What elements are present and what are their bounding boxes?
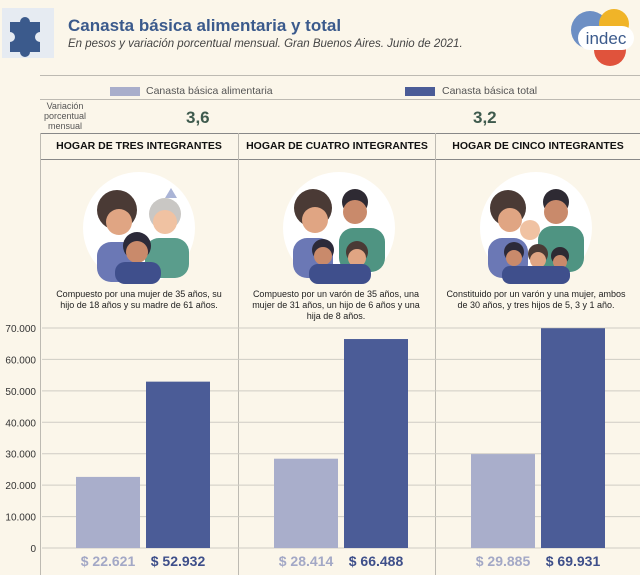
legend-swatch-total [405,87,435,96]
family-five-illustration [480,172,592,284]
panel-divider [238,133,239,575]
bar-total-1 [344,339,408,548]
y-tick-label: 60.000 [5,355,36,366]
family-three-illustration [83,172,195,284]
panel-title-tres: HOGAR DE TRES INTEGRANTES [40,133,238,160]
panel-divider [40,133,41,575]
legend-label-total: Canasta básica total [442,85,538,97]
y-tick-label: 40.000 [5,418,36,429]
value-label-alimentaria-0: $ 22.621 [81,553,136,569]
panel-divider [435,133,436,575]
y-tick-label: 70.000 [5,324,36,335]
indec-logo: indec [571,9,634,66]
panel-title-cuatro: HOGAR DE CUATRO INTEGRANTES [239,133,435,160]
legend-label-alimentaria: Canasta básica alimentaria [146,85,273,97]
y-tick-label: 20.000 [5,481,36,492]
page-subtitle: En pesos y variación porcentual mensual.… [68,38,463,50]
value-label-total-2: $ 69.931 [546,553,601,569]
variation-alimentaria: 3,6 [186,108,210,127]
page-title: Canasta básica alimentaria y total [68,16,342,35]
bar-alimentaria-2 [471,454,535,548]
y-tick-label: 10.000 [5,513,36,524]
bar-alimentaria-1 [274,458,338,548]
y-tick-label: 50.000 [5,387,36,398]
divider [40,99,640,100]
value-label-total-0: $ 52.932 [151,553,206,569]
y-tick-label: 0 [30,544,36,555]
variation-label: Variación porcentual mensual [43,101,87,131]
puzzle-icon [2,8,54,58]
description-tres: Compuesto por una mujer de 35 años, su h… [56,289,222,310]
panel-title-cinco: HOGAR DE CINCO INTEGRANTES [436,133,640,160]
value-label-total-1: $ 66.488 [349,553,404,569]
bar-total-0 [146,381,210,548]
value-label-alimentaria-2: $ 29.885 [476,553,531,569]
bar-alimentaria-0 [76,476,140,548]
description-cuatro: Compuesto por un varón de 35 años, una m… [252,289,420,321]
variation-total: 3,2 [473,108,497,127]
bar-chart: 0 10.000 20.000 30.000 40.000 50.000 60.000 70.… [5,324,640,569]
divider [40,75,640,76]
bar-total-2 [541,328,605,548]
logo-text: indec [586,29,627,48]
description-cinco: Constituido por un varón y una mujer, am… [446,289,626,310]
family-four-illustration [283,172,395,284]
legend-swatch-alimentaria [110,87,140,96]
value-label-alimentaria-1: $ 28.414 [279,553,334,569]
y-tick-label: 30.000 [5,450,36,461]
